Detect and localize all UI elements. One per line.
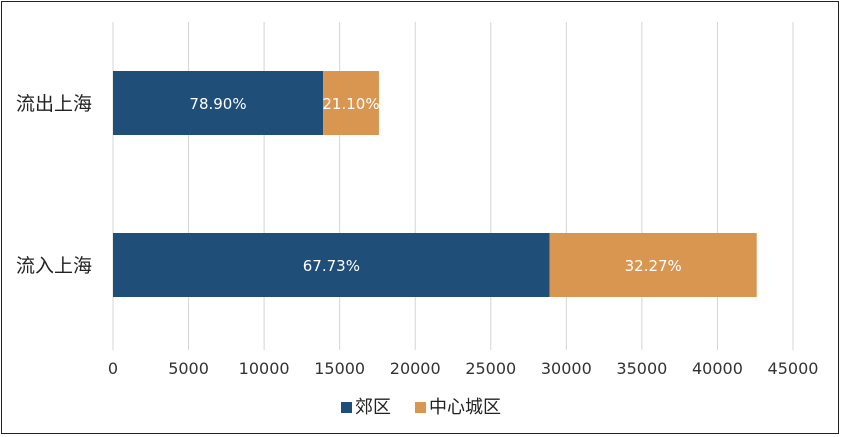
x-tick-label: 20000 bbox=[390, 359, 441, 378]
x-tick-label: 35000 bbox=[616, 359, 667, 378]
x-tick-label: 5000 bbox=[168, 359, 209, 378]
x-tick-label: 30000 bbox=[541, 359, 592, 378]
x-tick-label: 40000 bbox=[692, 359, 743, 378]
legend: 郊区 中心城区 bbox=[341, 397, 501, 418]
x-tick-label: 25000 bbox=[465, 359, 516, 378]
bar-segment-suburb bbox=[113, 71, 324, 135]
x-tick-label: 0 bbox=[108, 359, 118, 378]
category-label: 流出上海 bbox=[16, 93, 92, 115]
bars: 78.90% 21.10% 67.73% 32.27% bbox=[113, 71, 757, 297]
legend-label: 郊区 bbox=[355, 397, 391, 418]
data-label: 21.10% bbox=[322, 95, 379, 113]
data-label: 78.90% bbox=[189, 95, 246, 113]
bar-segment-suburb bbox=[113, 233, 550, 297]
data-label: 67.73% bbox=[303, 257, 360, 275]
x-tick-label: 10000 bbox=[239, 359, 290, 378]
legend-swatch bbox=[341, 402, 352, 413]
data-label: 32.27% bbox=[625, 257, 682, 275]
x-tick-labels: 0 5000 10000 15000 20000 25000 30000 35000 40000… bbox=[108, 359, 819, 378]
bar-segment-center bbox=[323, 71, 379, 135]
bar-segment-center bbox=[549, 233, 757, 297]
category-label: 流入上海 bbox=[16, 255, 92, 277]
x-tick-label: 45000 bbox=[768, 359, 819, 378]
x-tick-label: 15000 bbox=[314, 359, 365, 378]
legend-label: 中心城区 bbox=[429, 397, 501, 418]
legend-swatch bbox=[415, 402, 426, 413]
